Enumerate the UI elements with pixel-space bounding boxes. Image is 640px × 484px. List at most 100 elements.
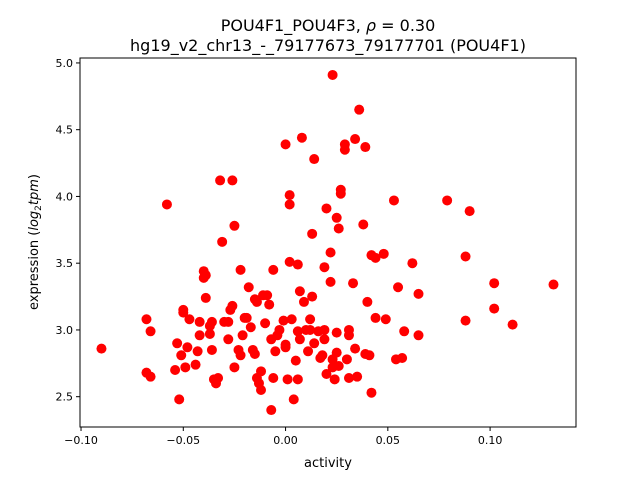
data-point: [243, 282, 254, 293]
data-point: [200, 292, 211, 303]
data-point: [397, 352, 408, 363]
data-point: [178, 304, 189, 315]
data-point: [237, 330, 248, 341]
data-point: [370, 312, 381, 323]
data-point: [343, 330, 354, 341]
data-point: [350, 134, 361, 145]
ylabel-prefix: expression (: [27, 231, 42, 310]
data-point: [260, 318, 271, 329]
data-point: [235, 264, 246, 275]
data-point: [206, 344, 217, 355]
data-point: [256, 385, 267, 396]
data-point: [206, 316, 217, 327]
data-point: [278, 315, 289, 326]
data-point: [270, 346, 281, 357]
data-point: [96, 343, 107, 354]
data-point: [227, 300, 238, 311]
data-point: [280, 342, 291, 353]
data-point: [194, 316, 205, 327]
data-point: [333, 360, 344, 371]
y-tick-label: 4.5: [56, 124, 74, 137]
title-rho-value: = 0.30: [376, 16, 435, 35]
data-point: [184, 314, 195, 325]
data-point: [292, 259, 303, 270]
data-point: [319, 334, 330, 345]
data-point: [204, 328, 215, 339]
title-prefix: POU4F1_POU4F3,: [221, 16, 366, 36]
data-point: [296, 132, 307, 143]
data-point: [413, 288, 424, 299]
y-tick-label: 4.0: [56, 190, 74, 203]
data-point: [354, 104, 365, 115]
data-point: [280, 139, 291, 150]
data-point: [325, 247, 336, 258]
data-point: [352, 371, 363, 382]
data-point: [290, 355, 301, 366]
data-point: [378, 248, 389, 259]
x-tick-label: 0.05: [376, 434, 401, 447]
data-point: [321, 368, 332, 379]
data-point: [350, 343, 361, 354]
data-point: [331, 212, 342, 223]
data-point: [370, 252, 381, 263]
data-point: [288, 394, 299, 405]
data-point: [229, 362, 240, 373]
x-tick-label: −0.05: [166, 434, 200, 447]
ylabel-sub: 2: [34, 205, 44, 211]
data-point: [145, 371, 156, 382]
data-point: [268, 373, 279, 384]
data-point: [241, 312, 252, 323]
data-point: [307, 228, 318, 239]
data-point: [325, 276, 336, 287]
data-point: [170, 364, 181, 375]
data-point: [292, 326, 303, 337]
y-tick-label: 3.0: [56, 324, 74, 337]
data-point: [213, 373, 224, 384]
data-point: [268, 264, 279, 275]
data-point: [190, 359, 201, 370]
chart-title-line1: POU4F1_POU4F3, ρ = 0.30: [221, 16, 436, 36]
data-point: [217, 236, 228, 247]
x-axis-ticks: −0.10 −0.05 0.00 0.05 0.10: [64, 427, 502, 447]
data-point: [294, 286, 305, 297]
data-point: [366, 387, 377, 398]
data-point: [413, 330, 424, 341]
data-point: [172, 338, 183, 349]
x-tick-label: 0.00: [273, 434, 298, 447]
data-point: [229, 220, 240, 231]
data-point: [286, 314, 297, 325]
data-point: [284, 256, 295, 267]
data-point: [266, 405, 277, 416]
data-point: [460, 315, 471, 326]
data-point: [284, 190, 295, 201]
data-point: [294, 334, 305, 345]
data-point: [388, 195, 399, 206]
y-tick-label: 2.5: [56, 391, 74, 404]
data-point: [298, 296, 309, 307]
data-point: [464, 206, 475, 217]
data-point: [215, 175, 226, 186]
data-point: [264, 299, 275, 310]
data-point: [182, 342, 193, 353]
data-point: [174, 394, 185, 405]
data-point: [227, 175, 238, 186]
data-point: [235, 350, 246, 361]
data-point: [331, 327, 342, 338]
data-point: [489, 303, 500, 314]
data-point: [309, 338, 320, 349]
data-point: [343, 373, 354, 384]
plot-frame: [79, 57, 577, 428]
data-point: [329, 374, 340, 385]
ylabel-suffix: ): [27, 174, 42, 179]
data-point: [358, 219, 369, 230]
x-tick-label: −0.10: [64, 434, 98, 447]
data-point: [335, 188, 346, 199]
data-point: [307, 291, 318, 302]
y-tick-label: 3.5: [56, 257, 74, 270]
data-point: [393, 282, 404, 293]
data-point: [192, 346, 203, 357]
ylabel-log: log: [27, 211, 42, 231]
data-point: [321, 203, 332, 214]
data-point: [333, 223, 344, 234]
